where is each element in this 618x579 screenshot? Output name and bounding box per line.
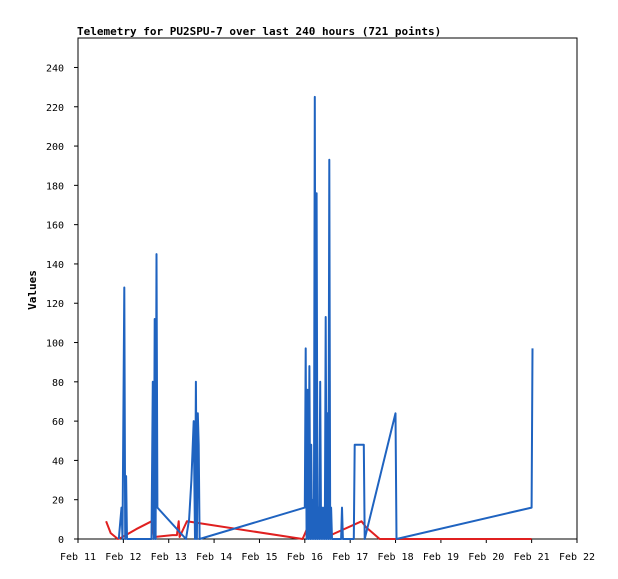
y-tick-label: 40 (52, 456, 64, 467)
x-tick-label: Feb 12 (105, 552, 141, 563)
y-tick-label: 180 (46, 181, 64, 192)
y-tick-label: 200 (46, 142, 64, 153)
x-tick-label: Feb 21 (514, 552, 550, 563)
x-tick-label: Feb 13 (151, 552, 187, 563)
x-tick-label: Feb 14 (196, 552, 232, 563)
y-axis-label: Values (26, 270, 39, 310)
x-tick-label: Feb 16 (287, 552, 323, 563)
x-tick-label: Feb 19 (423, 552, 459, 563)
y-axis: 0 20 40 60 80 100 120 140 160 180 200 220 240 (46, 63, 78, 546)
y-tick-label: 160 (46, 221, 64, 232)
y-tick-label: 240 (46, 63, 64, 74)
y-tick-label: 60 (52, 417, 64, 428)
y-tick-label: 220 (46, 103, 64, 114)
chart-title: Telemetry for PU2SPU-7 over last 240 hou… (77, 25, 441, 38)
x-tick-label: Feb 22 (559, 552, 595, 563)
y-tick-label: 100 (46, 339, 64, 350)
plot-area (105, 95, 534, 540)
series-line-2 (117, 95, 534, 540)
x-axis: Feb 11 Feb 12 Feb 13 Feb 14 Feb 15 Feb 16 Feb … (60, 539, 595, 563)
y-tick-label: 20 (52, 496, 64, 507)
y-tick-label: 80 (52, 378, 64, 389)
x-tick-label: Feb 20 (468, 552, 504, 563)
x-tick-label: Feb 17 (332, 552, 368, 563)
x-tick-label: Feb 15 (241, 552, 277, 563)
y-tick-label: 0 (58, 535, 64, 546)
x-tick-label: Feb 11 (60, 552, 96, 563)
series-line-1 (105, 520, 532, 540)
x-tick-label: Feb 18 (377, 552, 413, 563)
y-tick-label: 140 (46, 260, 64, 271)
y-tick-label: 120 (46, 299, 64, 310)
